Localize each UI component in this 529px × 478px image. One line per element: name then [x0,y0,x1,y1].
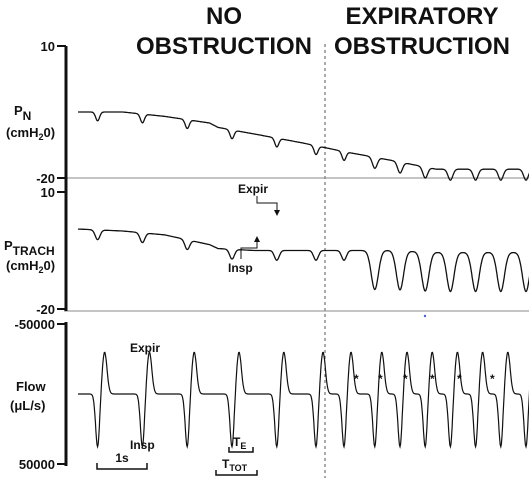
flow-insp-label: Insp [130,438,155,452]
flow-star-3: * [403,372,408,386]
ptrach-ylabel: PTRACH [4,238,55,258]
header-left-line2: OBSTRUCTION [136,33,312,60]
flow-ylabel: Flow [16,379,46,394]
flow-unit: (μL/s) [10,398,45,413]
panel-flow: -50000 50000 Flow (μL/s) Expir Insp * * … [10,317,529,472]
scalebar-1s-label: 1s [115,451,129,465]
header-left-line1: NO [206,3,242,30]
flow-expir-label: Expir [130,341,160,355]
ptrach-tick-label-bottom: -20 [36,302,55,317]
pn-ylabel: PN [14,103,31,123]
stray-dot [423,314,427,318]
ptrach-expir-label: Expir [238,182,268,196]
ptrach-insp-label: Insp [228,261,253,275]
panel-ptrach: 10 -20 PTRACH (cmH20) Expir Insp [4,178,529,318]
scalebar-te [228,447,254,453]
ptrach-unit: (cmH20) [6,258,55,275]
flow-star-4: * [430,372,435,386]
ptrach-trace [78,228,529,293]
scale-bars: 1s TE TTOT [96,435,258,476]
flow-trace [78,351,529,450]
pn-tick-label-top: 10 [41,39,55,54]
flow-tick-label-bottom: 50000 [19,457,55,472]
scalebar-te-label: TE [233,435,246,451]
pn-unit: (cmH20) [6,125,55,142]
flow-star-5: * [457,372,462,386]
panel-pn: 10 -20 PN (cmH20) [6,39,529,186]
ptrach-expir-arrow [256,196,278,213]
header-right-line2: OBSTRUCTION [334,33,510,60]
header-right-line1: EXPIRATORY [346,3,499,30]
ptrach-insp-arrowhead [254,236,260,242]
scalebar-ttot-label: TTOT [222,457,248,473]
flow-star-6: * [490,372,495,386]
flow-star-1: * [354,372,359,386]
ptrach-insp-arrow [240,240,258,259]
scalebar-1s [96,463,148,470]
scalebar-ttot [215,470,258,476]
flow-tick-label-top: -50000 [15,317,55,332]
ptrach-expir-arrowhead [274,210,280,216]
ptrach-tick-label-top: 10 [41,185,55,200]
pn-tick-label-bottom: -20 [36,171,55,186]
pn-trace [78,111,529,181]
flow-star-2: * [378,372,383,386]
